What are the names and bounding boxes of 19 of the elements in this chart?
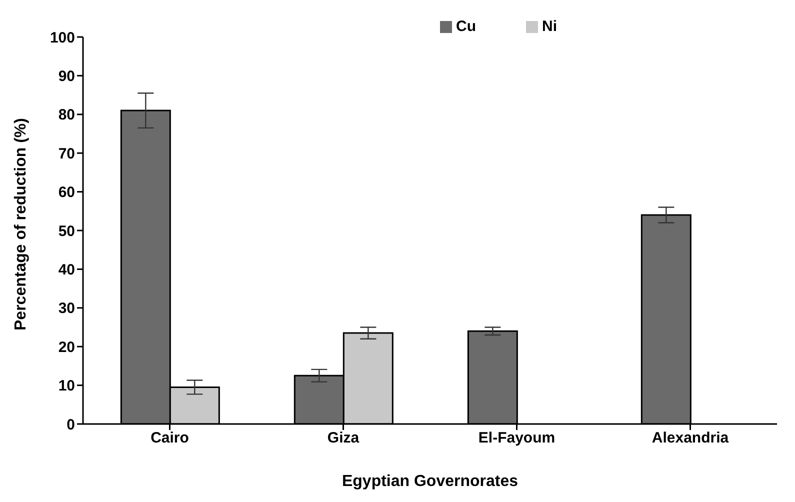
y-tick-label: 20	[58, 338, 75, 356]
x-axis-title: Egyptian Governorates	[342, 473, 518, 490]
x-tick-label: Giza	[327, 430, 360, 447]
y-tick-label: 50	[58, 222, 75, 240]
y-tick-label: 70	[58, 145, 75, 162]
y-tick-label: 40	[58, 262, 75, 279]
y-tick-label: 80	[58, 106, 75, 124]
legend-label: Cu	[456, 18, 476, 35]
legend-label: Ni	[542, 18, 557, 35]
y-tick-label: 60	[58, 184, 75, 202]
y-tick-label: 10	[58, 378, 75, 395]
y-axis-title: Percentage of reduction (%)	[12, 118, 30, 330]
x-tick-label: El-Fayoum	[478, 430, 556, 447]
y-tick-label: 90	[58, 68, 75, 86]
y-tick-label: 100	[50, 29, 75, 46]
y-tick-label: 0	[66, 416, 75, 434]
x-tick-label: Cairo	[150, 430, 189, 447]
x-tick-label: Alexandria	[652, 430, 730, 447]
y-tick-label: 30	[58, 300, 75, 318]
